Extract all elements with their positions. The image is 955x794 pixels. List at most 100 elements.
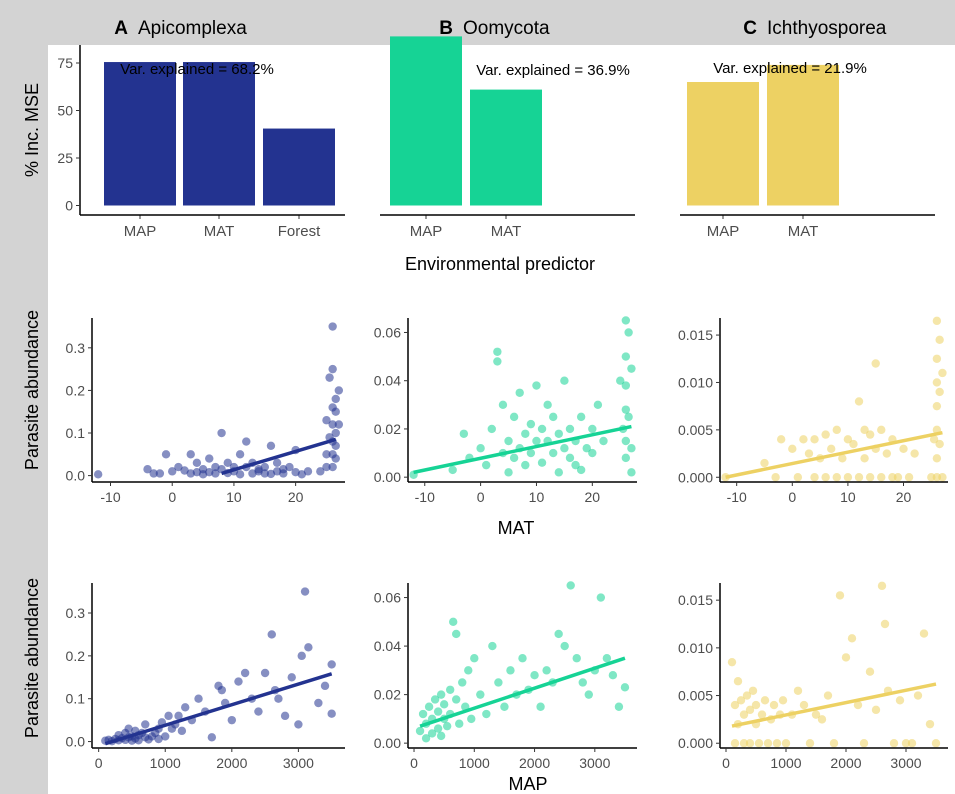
point-b-mat (621, 405, 631, 414)
y-tick-label-a-map: 0.1 (66, 691, 86, 707)
point-a-mat (331, 441, 340, 450)
point-a-mat (93, 470, 103, 479)
point-c-mat (854, 473, 864, 482)
point-b-mat (537, 424, 547, 434)
trend-line-c-map (731, 682, 937, 728)
point-c-mat (935, 439, 944, 449)
bar-mat-a (183, 62, 255, 206)
point-b-map (448, 617, 458, 627)
point-c-mat (865, 473, 875, 482)
point-c-map (835, 591, 845, 600)
point-b-map (427, 729, 437, 738)
point-c-map (757, 710, 767, 719)
point-a-mat (192, 458, 202, 468)
x-tick-label-b-map: 0 (410, 755, 418, 771)
strip-label-ichthyosporea: Ichthyosporea (767, 18, 887, 39)
point-b-mat (509, 453, 519, 463)
bar-x-tick-label-a: MAT (204, 223, 235, 240)
point-b-map (470, 654, 479, 663)
point-b-mat (565, 424, 575, 434)
point-c-mat (827, 444, 836, 454)
point-a-map (287, 673, 296, 682)
point-c-mat (838, 454, 847, 463)
point-a-map (124, 724, 133, 733)
point-a-map (260, 668, 270, 678)
point-c-mat (832, 425, 841, 435)
point-c-map (829, 739, 839, 748)
point-a-mat (331, 428, 340, 438)
point-a-mat (328, 322, 337, 331)
x-tick-label-c-map: 3000 (890, 755, 921, 771)
point-b-mat (588, 448, 597, 458)
point-a-mat (322, 450, 331, 459)
bar-mat-b (470, 89, 542, 206)
point-c-mat (771, 473, 780, 482)
point-b-map (458, 678, 467, 687)
point-b-mat (576, 465, 586, 475)
point-c-mat (804, 449, 814, 458)
point-c-mat (910, 449, 919, 458)
point-a-mat (205, 454, 214, 463)
point-c-map (853, 700, 863, 710)
point-b-mat (498, 400, 508, 410)
strip-letter-a: A (114, 18, 128, 39)
bar-x-tick-label-b: MAT (491, 223, 522, 240)
point-a-mat (155, 469, 165, 478)
point-b-map (536, 702, 545, 711)
x-tick-label-a-mat: -10 (100, 489, 120, 505)
point-a-map (207, 733, 217, 742)
point-b-mat (624, 328, 633, 337)
x-tick-label-c-map: 0 (722, 755, 730, 771)
point-c-map (772, 739, 782, 748)
point-c-map (763, 739, 773, 748)
point-a-mat (266, 441, 276, 450)
point-c-mat (849, 439, 858, 449)
bar-x-tick-label-b: MAP (410, 223, 443, 240)
x-tick-label-a-mat: 20 (288, 489, 304, 505)
point-c-map (748, 686, 758, 695)
point-c-mat (904, 473, 914, 482)
x-tick-label-b-map: 3000 (579, 755, 610, 771)
point-b-mat (532, 436, 541, 446)
point-a-mat (235, 470, 245, 479)
point-b-map (433, 724, 443, 733)
point-a-mat (143, 465, 152, 474)
point-b-mat (476, 444, 485, 453)
point-a-mat (303, 467, 313, 476)
point-b-map (464, 666, 473, 675)
point-a-mat (328, 364, 337, 374)
point-b-map (455, 719, 464, 728)
point-b-map (620, 683, 630, 692)
point-a-map (267, 630, 276, 639)
x-tick-label-c-mat: 0 (788, 489, 796, 505)
point-a-mat (260, 469, 269, 478)
point-b-map (436, 731, 446, 741)
point-a-map (274, 694, 283, 703)
y-tick-label-a-mat: 0.3 (66, 340, 86, 356)
strip-label-apicomplexa: Apicomplexa (138, 18, 247, 39)
point-c-map (817, 715, 827, 724)
bar-y-tick-label: 75 (57, 55, 73, 71)
trend-line-b-mat (413, 424, 632, 475)
point-b-map (518, 654, 527, 663)
point-c-map (925, 719, 935, 729)
point-c-map (901, 739, 911, 748)
point-b-mat (554, 429, 564, 438)
point-b-map (614, 702, 624, 711)
point-c-map (805, 739, 815, 748)
point-b-mat (565, 453, 575, 463)
point-b-mat (537, 458, 547, 467)
point-b-map (467, 714, 476, 724)
point-c-mat (821, 430, 830, 439)
point-c-map (880, 619, 890, 629)
point-a-mat (325, 373, 334, 382)
chart-panels: MAP MAT Forest 0 25 50 75 Var. explained = 68.2… (57, 36, 948, 771)
point-a-map (297, 651, 306, 661)
point-a-mat (316, 467, 325, 476)
y-tick-label-c-map: 0.010 (678, 640, 713, 656)
point-b-mat (526, 419, 536, 429)
var-explained-annotation-b: Var. explained = 36.9% (476, 62, 630, 79)
point-b-mat (448, 465, 457, 475)
point-b-map (430, 695, 440, 704)
y-tick-label-b-map: 0.04 (374, 638, 401, 654)
